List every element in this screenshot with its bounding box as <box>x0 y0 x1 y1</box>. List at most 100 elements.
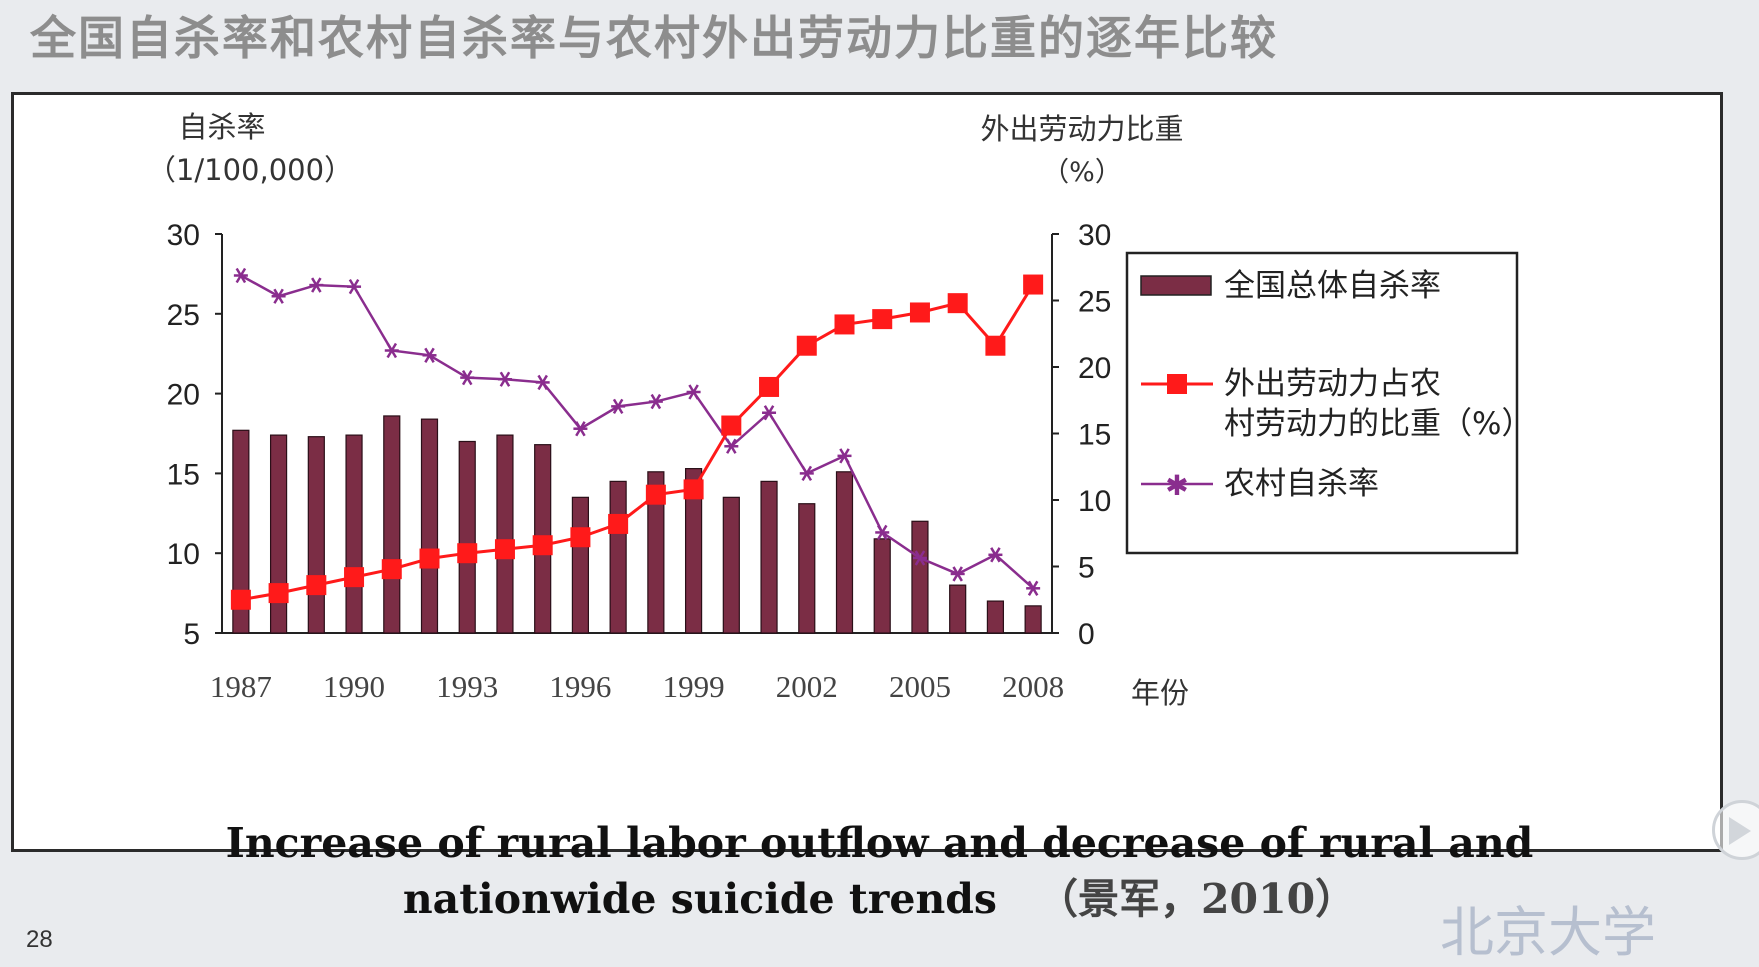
star-marker-stroke <box>839 448 850 464</box>
bar-national-suicide-rate <box>571 496 590 634</box>
point-rural-suicide-rate <box>950 566 965 582</box>
caption-citation: （景军，2010） <box>1037 875 1357 923</box>
point-labor-outflow-share <box>268 583 289 604</box>
star-marker-stroke <box>348 279 360 295</box>
point-labor-outflow-share <box>683 479 704 500</box>
bar-national-suicide-rate <box>1024 605 1042 634</box>
caption-line-2-text: nationwide suicide trends <box>402 875 998 923</box>
legend: 全国总体自杀率 外出劳动力占农 村劳动力的比重（%） ✱ 农村自杀率 <box>1125 251 1532 555</box>
page-number: 28 <box>26 926 53 953</box>
point-labor-outflow-share <box>834 314 855 335</box>
x-axis-label: 年份 <box>1131 676 1189 710</box>
bar-national-suicide-rate <box>383 415 401 634</box>
bar-national-suicide-rate <box>835 471 854 634</box>
university-watermark: 北京大学 <box>1440 901 1656 964</box>
star-marker-stroke <box>386 342 398 359</box>
point-rural-suicide-rate <box>309 277 324 293</box>
line-labor-outflow-share <box>240 283 1035 602</box>
point-labor-outflow-share <box>381 559 402 580</box>
point-rural-suicide-rate <box>988 547 1003 563</box>
point-labor-outflow-share <box>947 293 968 314</box>
bar-national-suicide-rate <box>949 584 967 634</box>
point-labor-outflow-share <box>419 548 440 569</box>
bar-national-suicide-rate <box>911 520 929 634</box>
point-rural-suicide-rate <box>233 267 248 284</box>
legend-swatch-bar <box>1140 275 1212 296</box>
star-marker-stroke <box>537 374 548 391</box>
bar-national-suicide-rate <box>420 418 439 634</box>
x-tick-label: 2005 <box>889 669 951 704</box>
bar-national-suicide-rate <box>232 429 250 634</box>
point-labor-outflow-share <box>1023 274 1044 295</box>
bar-national-suicide-rate <box>873 538 891 634</box>
star-marker-stroke <box>1027 580 1039 596</box>
bar-national-suicide-rate <box>458 440 476 634</box>
point-rural-suicide-rate <box>535 374 550 391</box>
point-rural-suicide-rate <box>271 288 286 304</box>
point-labor-outflow-share <box>494 539 515 560</box>
bar-national-suicide-rate <box>269 434 288 634</box>
point-rural-suicide-rate <box>384 342 399 359</box>
point-labor-outflow-share <box>759 376 780 397</box>
star-marker-stroke <box>311 277 322 293</box>
slide-title: 全国自杀率和农村自杀率与农村外出劳动力比重的逐年比较 <box>30 11 1278 65</box>
point-rural-suicide-rate <box>837 448 852 464</box>
bar-national-suicide-rate <box>307 436 325 634</box>
star-marker-stroke <box>499 371 511 387</box>
x-tick-label: 1993 <box>436 669 498 704</box>
video-play-button[interactable] <box>1712 800 1759 860</box>
line-rural-suicide-rate <box>240 274 1034 590</box>
point-rural-suicide-rate <box>762 405 777 421</box>
star-marker-stroke <box>688 384 699 400</box>
star-marker-stroke <box>990 547 1001 563</box>
x-tick-label: 2008 <box>1002 669 1064 704</box>
legend-label-national: 全国总体自杀率 <box>1224 268 1441 304</box>
x-tick-label: 2002 <box>776 669 838 704</box>
x-tick-label: 1990 <box>323 669 385 704</box>
star-marker-stroke <box>726 438 737 454</box>
y-left-axis-unit: （1/100,000） <box>147 153 353 187</box>
point-rural-suicide-rate <box>875 524 890 541</box>
star-marker-stroke <box>461 369 473 386</box>
bar-national-suicide-rate <box>722 496 740 634</box>
star-marker-stroke <box>801 465 813 482</box>
point-rural-suicide-rate <box>648 393 663 410</box>
point-labor-outflow-share <box>306 575 327 596</box>
bar-national-suicide-rate <box>986 600 1005 634</box>
point-labor-outflow-share <box>570 527 591 548</box>
bar-national-suicide-rate <box>798 503 816 634</box>
point-rural-suicide-rate <box>573 421 588 437</box>
y-left-tick-label: 10 <box>167 538 200 571</box>
star-marker-stroke <box>575 421 586 437</box>
y-right-tick-label: 5 <box>1078 552 1095 585</box>
point-labor-outflow-share <box>909 302 930 323</box>
y-left-axis-label: 自杀率 <box>178 110 265 144</box>
bar-national-suicide-rate <box>760 480 778 634</box>
y-left-tick-label: 25 <box>167 299 200 332</box>
slide-caption: Increase of rural labor outflow and decr… <box>0 815 1759 927</box>
bar-national-suicide-rate <box>647 471 665 634</box>
point-labor-outflow-share <box>985 335 1006 356</box>
caption-line-2: nationwide suicide trends （景军，2010） <box>0 871 1759 927</box>
play-icon <box>1729 817 1751 845</box>
star-marker-stroke <box>876 524 888 541</box>
point-rural-suicide-rate <box>347 279 362 295</box>
point-rural-suicide-rate <box>912 550 927 566</box>
y-left-tick-label: 5 <box>183 618 200 651</box>
x-tick-label: 1987 <box>210 669 272 704</box>
point-rural-suicide-rate <box>799 465 814 482</box>
y-right-tick-label: 25 <box>1078 286 1111 319</box>
point-labor-outflow-share <box>645 484 666 505</box>
legend-label-outflow-line1: 外出劳动力占农 <box>1224 366 1441 402</box>
y-right-tick-label: 10 <box>1078 485 1111 518</box>
bar-national-suicide-rate <box>684 468 703 634</box>
star-marker-stroke <box>914 550 926 566</box>
y-right-tick-label: 0 <box>1078 618 1095 651</box>
point-rural-suicide-rate <box>497 371 512 387</box>
point-labor-outflow-share <box>721 415 742 436</box>
point-labor-outflow-share <box>344 567 365 588</box>
star-marker-stroke <box>235 267 247 284</box>
point-labor-outflow-share <box>796 335 817 356</box>
y-left-tick-label: 30 <box>167 219 200 252</box>
